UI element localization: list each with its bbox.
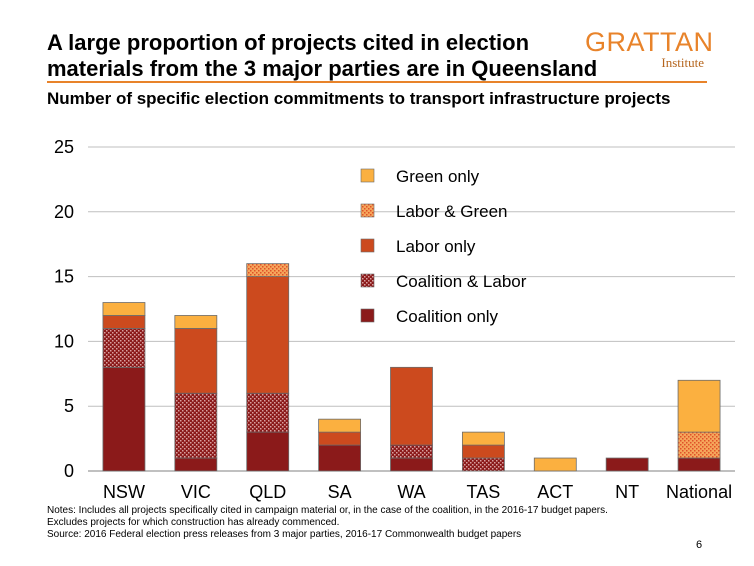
bar-wa-coalition-only (390, 457, 433, 472)
legend-label-coalition-only: Coalition only (396, 307, 499, 326)
bar-vic-coalition-and-labor (174, 392, 218, 459)
bar-tas-coalition-and-labor (461, 457, 505, 472)
bar-national-green-only (677, 379, 721, 433)
bar-sa-coalition-only (318, 444, 362, 472)
x-tick-label: QLD (249, 482, 286, 502)
legend: Green only Labor & Green Labor only Coaliti… (360, 167, 527, 326)
chart-notes: Notes: Includes all projects specificall… (47, 505, 608, 541)
legend-swatch-coalition-and-labor (360, 273, 375, 288)
bar-nt-coalition-only (605, 457, 649, 472)
y-tick-label: 25 (54, 137, 74, 157)
bar-act-green-only (533, 457, 577, 472)
bar-qld-coalition-only (246, 431, 290, 472)
x-tick-label: WA (397, 482, 425, 502)
legend-label-coalition-and-labor: Coalition & Labor (396, 272, 527, 291)
bar-qld-labor-and-green (246, 263, 290, 278)
legend-swatch-coalition-only (360, 308, 375, 323)
chart-title: A large proportion of projects cited in … (47, 30, 598, 81)
chart-subtitle: Number of specific election commitments … (47, 89, 671, 108)
legend-swatch-labor-only (360, 238, 375, 253)
bar-national-labor-and-green (677, 431, 721, 459)
page-number: 6 (696, 539, 703, 551)
bar-tas-green-only (461, 431, 505, 446)
legend-swatch-green-only (360, 168, 375, 183)
y-tick-label: 0 (64, 461, 74, 481)
bar-vic-labor-only (174, 328, 218, 394)
bar-tas-labor-only (461, 444, 505, 459)
bar-nsw-green-only (102, 302, 146, 316)
bar-nsw-coalition-and-labor (102, 328, 146, 368)
bar-qld-coalition-and-labor (246, 392, 290, 433)
bar-sa-green-only (318, 418, 362, 433)
y-tick-label: 15 (54, 267, 74, 287)
legend-label-labor-only: Labor only (396, 237, 476, 256)
bar-nsw-coalition-only (102, 366, 146, 472)
y-tick-label: 5 (64, 396, 74, 416)
bar-vic-green-only (174, 315, 218, 329)
bar-vic-coalition-only (174, 457, 218, 472)
title-divider (47, 81, 707, 83)
x-tick-label: ACT (537, 482, 573, 502)
y-tick-label: 20 (54, 202, 74, 222)
bars (102, 263, 721, 472)
bar-qld-labor-only (246, 276, 290, 394)
notes-line-2: Excludes projects for which construction… (47, 517, 340, 528)
x-tick-label: TAS (467, 482, 501, 502)
grattan-logo: GRATTAN Institute (585, 27, 713, 77)
x-tick-label: NT (615, 482, 639, 502)
bar-wa-coalition-and-labor (390, 444, 433, 459)
y-tick-label: 10 (54, 331, 74, 351)
source-line: Source: 2016 Federal election press rele… (47, 529, 522, 540)
axes: 0 5 10 15 20 25 NSW VIC QLD SA WA TAS ACT NT National (54, 137, 735, 502)
logo-wordmark: GRATTAN (585, 27, 714, 57)
legend-label-green-only: Green only (396, 167, 480, 186)
bar-nsw-labor-only (102, 315, 146, 329)
bar-national-coalition-only (677, 457, 721, 472)
logo-subtext: Institute (661, 55, 704, 70)
x-tick-label: National (666, 482, 732, 502)
x-tick-label: VIC (181, 482, 211, 502)
notes-line-1: Notes: Includes all projects specificall… (47, 505, 608, 516)
bar-sa-labor-only (318, 431, 362, 446)
x-tick-label: SA (328, 482, 352, 502)
legend-label-labor-and-green: Labor & Green (396, 202, 508, 221)
bar-wa-labor-only (390, 366, 433, 446)
legend-swatch-labor-and-green (360, 203, 375, 218)
x-tick-label: NSW (103, 482, 145, 502)
